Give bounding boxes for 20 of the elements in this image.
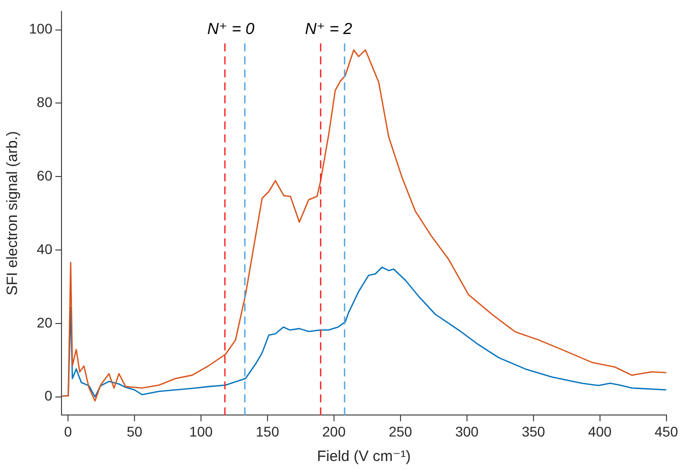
y-tick-label: 0 (44, 388, 53, 404)
y-tick-label: 40 (36, 240, 53, 257)
x-tick-label: 300 (455, 423, 479, 440)
y-tick-label: 20 (36, 314, 53, 330)
x-tick-label: 0 (64, 423, 72, 440)
y-tick-label: 80 (36, 94, 53, 110)
y-tick-label: 60 (36, 167, 53, 184)
x-tick-label: 250 (388, 423, 412, 440)
annotation: N⁺ = 2 (305, 20, 352, 38)
x-tick-label: 200 (322, 423, 346, 440)
x-tick-label: 450 (654, 423, 678, 440)
x-tick-label: 400 (588, 423, 612, 440)
annotation: N⁺ = 0 (207, 20, 255, 38)
y-tick-label: 100 (29, 20, 53, 37)
x-tick-label: 50 (126, 423, 142, 440)
x-tick-label: 100 (189, 423, 213, 440)
x-tick-label: 150 (256, 423, 280, 440)
x-axis-title: Field (V cm⁻¹) (316, 448, 411, 466)
x-tick-label: 350 (522, 423, 546, 440)
y-axis-title: SFI electron signal (arb.) (4, 131, 22, 296)
